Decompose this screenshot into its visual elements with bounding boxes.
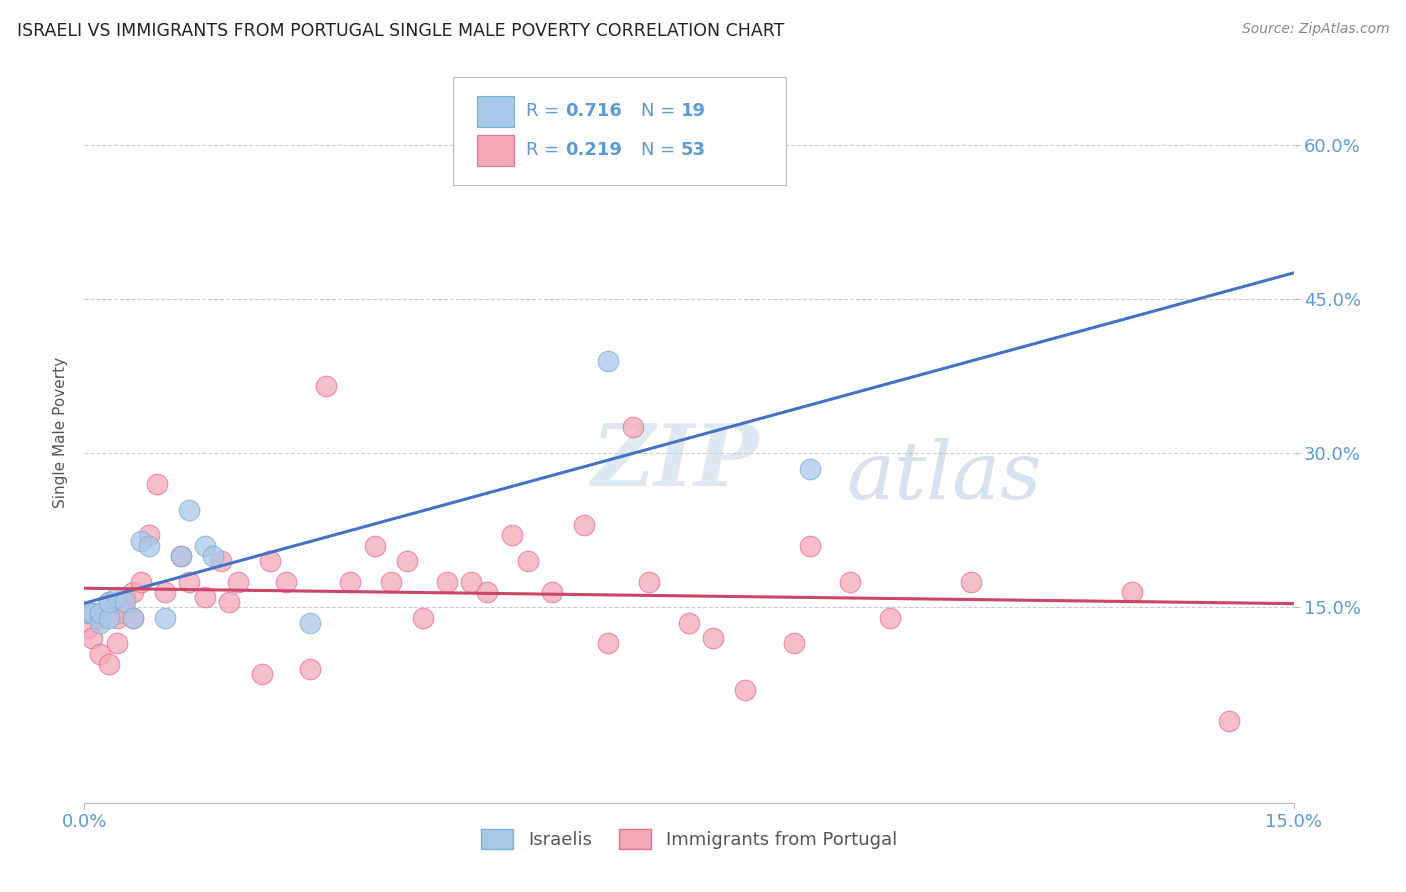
Text: R =: R = (526, 141, 565, 159)
Text: ISRAELI VS IMMIGRANTS FROM PORTUGAL SINGLE MALE POVERTY CORRELATION CHART: ISRAELI VS IMMIGRANTS FROM PORTUGAL SING… (17, 22, 785, 40)
Text: atlas: atlas (846, 438, 1042, 516)
Point (170, 549, 193, 563)
Point (299, 662, 322, 676)
Point (146, 477, 169, 491)
Point (879, 611, 901, 625)
Point (114, 595, 136, 609)
Point (89, 611, 111, 625)
Point (121, 611, 143, 625)
Bar (478, 135, 513, 166)
Point (460, 574, 482, 589)
Point (138, 539, 160, 553)
Point (315, 379, 337, 393)
Text: 0.716: 0.716 (565, 102, 623, 120)
Point (194, 590, 217, 604)
Point (97, 611, 120, 625)
Point (129, 574, 152, 589)
Point (218, 595, 240, 609)
Point (259, 554, 281, 568)
Point (572, 518, 595, 533)
Bar (478, 95, 513, 127)
Point (194, 539, 217, 553)
Point (299, 615, 322, 630)
Point (598, 353, 620, 368)
Point (1121, 585, 1143, 599)
Point (339, 574, 361, 589)
Text: 53: 53 (681, 141, 706, 159)
Point (1218, 714, 1240, 728)
Legend: Israelis, Immigrants from Portugal: Israelis, Immigrants from Portugal (474, 822, 904, 856)
Point (138, 528, 160, 542)
Point (82, 606, 104, 620)
Point (105, 590, 128, 604)
Point (89, 606, 111, 620)
Point (678, 615, 700, 630)
Point (363, 539, 385, 553)
Point (250, 667, 273, 681)
Point (129, 533, 152, 548)
Point (179, 574, 201, 589)
Point (97, 595, 120, 609)
Point (274, 574, 297, 589)
Text: N =: N = (641, 102, 681, 120)
Point (114, 590, 136, 604)
Point (105, 636, 128, 650)
Text: 19: 19 (681, 102, 706, 120)
Point (179, 502, 201, 516)
Point (783, 636, 806, 650)
Text: 0.219: 0.219 (565, 141, 623, 159)
Point (799, 461, 821, 475)
Point (621, 420, 644, 434)
Point (89, 615, 111, 630)
Point (395, 554, 418, 568)
Point (226, 574, 249, 589)
Point (77, 621, 100, 635)
Point (170, 549, 193, 563)
Point (412, 611, 434, 625)
Point (114, 606, 136, 620)
Point (97, 657, 120, 671)
Point (598, 636, 620, 650)
Point (153, 611, 176, 625)
Point (82, 606, 104, 620)
Point (516, 554, 538, 568)
Point (97, 595, 120, 609)
Point (202, 549, 225, 563)
Point (734, 682, 756, 697)
Point (702, 632, 724, 646)
FancyBboxPatch shape (453, 78, 786, 185)
Text: Source: ZipAtlas.com: Source: ZipAtlas.com (1241, 22, 1389, 37)
Point (89, 647, 111, 661)
Text: R =: R = (526, 102, 565, 120)
Point (477, 585, 499, 599)
Point (153, 585, 176, 599)
Point (77, 606, 100, 620)
Point (637, 574, 659, 589)
Point (799, 539, 821, 553)
Point (209, 554, 232, 568)
Point (121, 611, 143, 625)
Point (105, 611, 128, 625)
Point (436, 574, 458, 589)
Point (839, 574, 862, 589)
Point (380, 574, 402, 589)
Point (121, 585, 143, 599)
Y-axis label: Single Male Poverty: Single Male Poverty (53, 357, 69, 508)
Point (501, 528, 523, 542)
Text: ZIP: ZIP (592, 420, 761, 504)
Point (82, 632, 104, 646)
Point (541, 585, 564, 599)
Point (960, 574, 983, 589)
Text: N =: N = (641, 141, 681, 159)
